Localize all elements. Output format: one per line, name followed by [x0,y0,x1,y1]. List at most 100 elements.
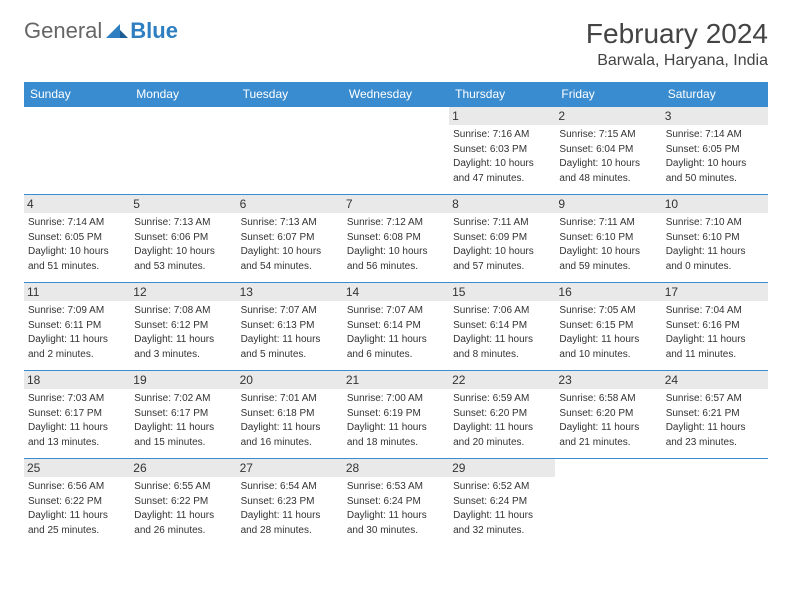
day-details: Sunrise: 7:04 AMSunset: 6:16 PMDaylight:… [666,304,764,361]
day-line-sr: Sunrise: 6:57 AM [666,392,764,406]
location: Barwala, Haryana, India [586,52,768,70]
day-line-dl2: and 20 minutes. [453,436,551,450]
day-number: 10 [662,195,768,213]
day-number: 17 [662,283,768,301]
day-line-dl1: Daylight: 11 hours [666,421,764,435]
day-number: 4 [24,195,130,213]
calendar-cell: 17 Sunrise: 7:04 AMSunset: 6:16 PMDayligh… [662,283,768,371]
day-line-dl2: and 8 minutes. [453,348,551,362]
day-details: Sunrise: 6:57 AMSunset: 6:21 PMDaylight:… [666,392,764,449]
day-line-dl1: Daylight: 11 hours [559,333,657,347]
day-number: 8 [449,195,555,213]
day-line-dl1: Daylight: 10 hours [453,245,551,259]
day-line-sr: Sunrise: 6:58 AM [559,392,657,406]
day-number: 14 [343,283,449,301]
day-line-dl2: and 51 minutes. [28,260,126,274]
calendar-cell: 18Sunrise: 7:03 AMSunset: 6:17 PMDayligh… [24,371,130,459]
day-line-dl2: and 59 minutes. [559,260,657,274]
day-line-sr: Sunrise: 7:00 AM [347,392,445,406]
day-line-sr: Sunrise: 7:09 AM [28,304,126,318]
header: General Blue February 2024 Barwala, Hary… [24,18,768,70]
day-line-dl1: Daylight: 11 hours [28,333,126,347]
title-block: February 2024 Barwala, Haryana, India [586,18,768,70]
day-details: Sunrise: 6:56 AMSunset: 6:22 PMDaylight:… [28,480,126,537]
day-details: Sunrise: 7:13 AMSunset: 6:07 PMDaylight:… [241,216,339,273]
day-number: 26 [130,459,236,477]
day-line-sr: Sunrise: 7:04 AM [666,304,764,318]
calendar-cell [555,459,661,547]
day-line-dl1: Daylight: 11 hours [347,421,445,435]
day-line-ss: Sunset: 6:17 PM [28,407,126,421]
day-number: 25 [24,459,130,477]
day-line-dl2: and 26 minutes. [134,524,232,538]
day-line-dl1: Daylight: 10 hours [559,245,657,259]
day-line-dl1: Daylight: 11 hours [453,421,551,435]
day-line-dl1: Daylight: 11 hours [666,333,764,347]
day-line-ss: Sunset: 6:24 PM [347,495,445,509]
weekday-header: Monday [130,82,236,107]
day-number: 3 [662,107,768,125]
day-line-dl2: and 11 minutes. [666,348,764,362]
day-details: Sunrise: 6:55 AMSunset: 6:22 PMDaylight:… [134,480,232,537]
day-details: Sunrise: 7:11 AMSunset: 6:09 PMDaylight:… [453,216,551,273]
day-line-sr: Sunrise: 7:03 AM [28,392,126,406]
day-number: 23 [555,371,661,389]
calendar-cell: 13Sunrise: 7:07 AMSunset: 6:13 PMDayligh… [237,283,343,371]
day-line-ss: Sunset: 6:19 PM [347,407,445,421]
day-line-sr: Sunrise: 7:13 AM [134,216,232,230]
calendar-cell: 23Sunrise: 6:58 AMSunset: 6:20 PMDayligh… [555,371,661,459]
calendar-head: SundayMondayTuesdayWednesdayThursdayFrid… [24,82,768,107]
calendar-cell [130,107,236,195]
day-line-ss: Sunset: 6:18 PM [241,407,339,421]
day-line-dl1: Daylight: 11 hours [134,421,232,435]
day-line-sr: Sunrise: 7:06 AM [453,304,551,318]
calendar-cell: 10Sunrise: 7:10 AMSunset: 6:10 PMDayligh… [662,195,768,283]
day-line-sr: Sunrise: 6:52 AM [453,480,551,494]
day-number: 11 [24,283,130,301]
day-number: 7 [343,195,449,213]
day-line-sr: Sunrise: 7:15 AM [559,128,657,142]
day-line-dl2: and 56 minutes. [347,260,445,274]
day-line-dl1: Daylight: 11 hours [28,421,126,435]
calendar-cell [237,107,343,195]
calendar-cell: 11Sunrise: 7:09 AMSunset: 6:11 PMDayligh… [24,283,130,371]
day-details: Sunrise: 7:01 AMSunset: 6:18 PMDaylight:… [241,392,339,449]
day-line-dl1: Daylight: 11 hours [453,509,551,523]
day-line-dl2: and 47 minutes. [453,172,551,186]
day-line-sr: Sunrise: 7:07 AM [347,304,445,318]
calendar-cell [24,107,130,195]
day-line-sr: Sunrise: 7:02 AM [134,392,232,406]
calendar-cell: 16Sunrise: 7:05 AMSunset: 6:15 PMDayligh… [555,283,661,371]
day-line-sr: Sunrise: 7:16 AM [453,128,551,142]
calendar-row: 11Sunrise: 7:09 AMSunset: 6:11 PMDayligh… [24,283,768,371]
day-line-dl2: and 13 minutes. [28,436,126,450]
day-line-dl1: Daylight: 11 hours [134,509,232,523]
day-line-dl2: and 57 minutes. [453,260,551,274]
calendar-cell: 22Sunrise: 6:59 AMSunset: 6:20 PMDayligh… [449,371,555,459]
day-line-sr: Sunrise: 6:59 AM [453,392,551,406]
day-details: Sunrise: 7:05 AMSunset: 6:15 PMDaylight:… [559,304,657,361]
day-details: Sunrise: 7:11 AMSunset: 6:10 PMDaylight:… [559,216,657,273]
day-details: Sunrise: 7:14 AMSunset: 6:05 PMDaylight:… [666,128,764,185]
day-line-dl2: and 2 minutes. [28,348,126,362]
day-line-dl2: and 50 minutes. [666,172,764,186]
calendar-row: 1Sunrise: 7:16 AMSunset: 6:03 PMDaylight… [24,107,768,195]
calendar-body: 1Sunrise: 7:16 AMSunset: 6:03 PMDaylight… [24,107,768,547]
day-line-ss: Sunset: 6:15 PM [559,319,657,333]
day-line-ss: Sunset: 6:16 PM [666,319,764,333]
calendar-cell [662,459,768,547]
calendar-cell: 1Sunrise: 7:16 AMSunset: 6:03 PMDaylight… [449,107,555,195]
day-number: 27 [237,459,343,477]
day-number: 6 [237,195,343,213]
day-line-dl2: and 30 minutes. [347,524,445,538]
day-line-dl1: Daylight: 10 hours [28,245,126,259]
day-line-dl1: Daylight: 11 hours [28,509,126,523]
day-line-sr: Sunrise: 7:11 AM [559,216,657,230]
day-line-sr: Sunrise: 7:13 AM [241,216,339,230]
calendar-cell: 4Sunrise: 7:14 AMSunset: 6:05 PMDaylight… [24,195,130,283]
day-line-sr: Sunrise: 6:55 AM [134,480,232,494]
calendar-cell: 2Sunrise: 7:15 AMSunset: 6:04 PMDaylight… [555,107,661,195]
calendar-cell: 3 Sunrise: 7:14 AMSunset: 6:05 PMDaylight… [662,107,768,195]
weekday-header: Wednesday [343,82,449,107]
day-line-ss: Sunset: 6:22 PM [134,495,232,509]
